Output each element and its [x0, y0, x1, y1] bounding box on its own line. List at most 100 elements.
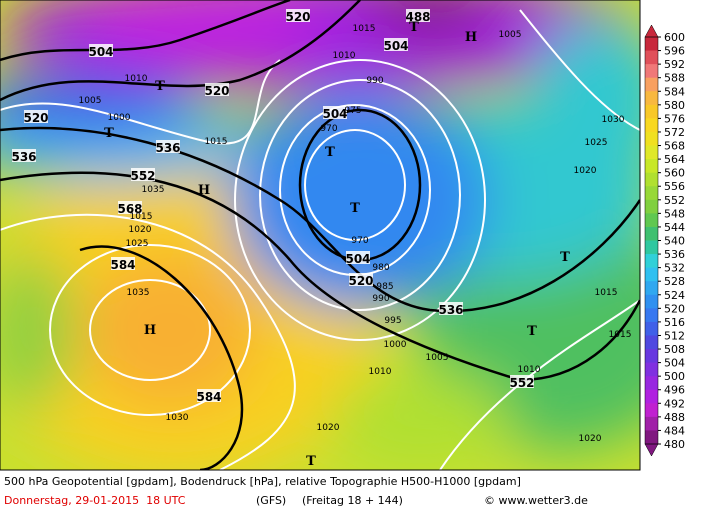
- label-box: [12, 149, 36, 162]
- legend-swatch: [645, 321, 658, 336]
- pressure-label: 1020: [579, 434, 602, 444]
- isobars: [0, 9, 640, 470]
- footer-run: (Freitag 18 + 144): [302, 494, 403, 507]
- legend-label: 532: [664, 262, 685, 275]
- label-box: [118, 201, 142, 214]
- legend-label: 540: [664, 235, 685, 248]
- legend-swatch: [645, 186, 658, 201]
- pressure-center-label: T: [527, 324, 537, 339]
- label-box: [156, 140, 180, 153]
- label-box: [384, 38, 408, 51]
- legend-swatch: [645, 131, 658, 147]
- legend-swatch: [645, 91, 658, 106]
- legend-swatch: [645, 199, 658, 214]
- geopotential-label: 536: [438, 303, 463, 317]
- pressure-label: 1010: [125, 74, 148, 84]
- geopotential-label: 552: [509, 376, 534, 390]
- geopotential-label: 568: [117, 202, 142, 216]
- footer-date: Donnerstag, 29-01-2015 18 UTC: [4, 494, 186, 507]
- legend-swatch: [645, 389, 658, 404]
- legend-swatch: [645, 294, 658, 309]
- legend-swatch: [645, 64, 658, 79]
- pressure-label: 1005: [79, 96, 102, 106]
- pressure-label: 1010: [369, 367, 392, 377]
- legend-label: 504: [664, 357, 685, 370]
- label-box: [24, 110, 48, 123]
- legend-swatch: [645, 267, 658, 282]
- pressure-label: 1020: [574, 166, 597, 176]
- legend-swatch: [645, 104, 658, 119]
- legend-label: 548: [664, 207, 685, 220]
- geopotential-label: 552: [130, 169, 155, 183]
- legend-label: 552: [664, 194, 685, 207]
- pressure-label: 1000: [108, 113, 131, 123]
- legend-swatch: [645, 213, 658, 228]
- legend-swatch: [645, 240, 658, 255]
- geopotential-label: 536: [155, 141, 180, 155]
- legend-label: 600: [664, 31, 685, 44]
- legend-swatch: [645, 430, 658, 445]
- geopotential-label: 584: [110, 258, 135, 272]
- legend-label: 596: [664, 45, 685, 58]
- legend-label: 536: [664, 248, 685, 261]
- legend-swatch: [645, 349, 658, 364]
- pressure-label: 1030: [166, 413, 189, 423]
- legend-swatch: [645, 159, 658, 174]
- legend-label: 528: [664, 275, 685, 288]
- legend-swatch: [645, 50, 658, 65]
- legend-label: 544: [664, 221, 685, 234]
- legend-label: 508: [664, 343, 685, 356]
- legend-label: 480: [664, 438, 685, 451]
- legend-label: 500: [664, 370, 685, 383]
- pressure-label: 1015: [130, 212, 153, 222]
- geopotential-label: 520: [348, 274, 373, 288]
- label-box: [349, 273, 373, 286]
- pressure-center-label: T: [155, 79, 165, 94]
- label-box: [286, 9, 310, 22]
- legend-label: 484: [664, 424, 685, 437]
- geopotential-label: 536: [11, 150, 36, 164]
- legend-arrow-bottom: [644, 443, 659, 457]
- legend-label: 580: [664, 99, 685, 112]
- label-box: [323, 106, 347, 119]
- pressure-label: 970: [351, 236, 368, 246]
- pressure-label: 1010: [518, 365, 541, 375]
- pressure-label: 970: [320, 124, 337, 134]
- pressure-label: 1020: [129, 225, 152, 235]
- pressure-label: 1030: [602, 115, 625, 125]
- legend-label: 488: [664, 411, 685, 424]
- label-box: [510, 375, 534, 388]
- label-box: [111, 257, 135, 270]
- pressure-label: 1015: [595, 288, 618, 298]
- geopotential-label: 488: [405, 10, 430, 24]
- footer-credit: © www.wetter3.de: [484, 494, 588, 507]
- legend-swatch: [645, 335, 658, 350]
- legend-label: 556: [664, 180, 685, 193]
- legend-swatch: [645, 172, 658, 187]
- map: [0, 0, 640, 470]
- pressure-label: 1005: [499, 30, 522, 40]
- footer-description: 500 hPa Geopotential [gpdam], Bodendruck…: [4, 475, 521, 488]
- pressure-label: 1020: [317, 423, 340, 433]
- legend-swatch: [645, 376, 658, 391]
- legend-label: 564: [664, 153, 685, 166]
- pressure-label: 1025: [585, 138, 608, 148]
- legend-swatch: [645, 145, 658, 160]
- geopotential-label: 520: [23, 111, 48, 125]
- label-box: [346, 251, 370, 264]
- legend-label: 560: [664, 167, 685, 180]
- pressure-label: 990: [372, 294, 389, 304]
- label-box: [406, 9, 430, 22]
- pressure-center-label: T: [560, 250, 570, 265]
- map-labels: 504 5045205205205365365525685845845045045…: [11, 9, 631, 469]
- geopotential-label: 504: [383, 39, 408, 53]
- legend-swatch: [645, 118, 658, 133]
- legend-label: 496: [664, 384, 685, 397]
- legend-label: 568: [664, 140, 685, 153]
- label-box: [89, 44, 113, 57]
- legend-swatch: [645, 308, 658, 323]
- geopotential-label: 584: [196, 390, 221, 404]
- legend-label: 512: [664, 329, 685, 342]
- legend-label: 492: [664, 397, 685, 410]
